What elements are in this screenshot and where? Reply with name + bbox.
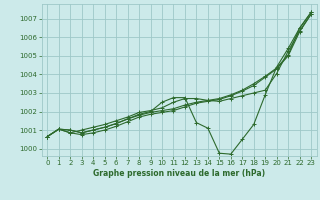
X-axis label: Graphe pression niveau de la mer (hPa): Graphe pression niveau de la mer (hPa) [93, 169, 265, 178]
